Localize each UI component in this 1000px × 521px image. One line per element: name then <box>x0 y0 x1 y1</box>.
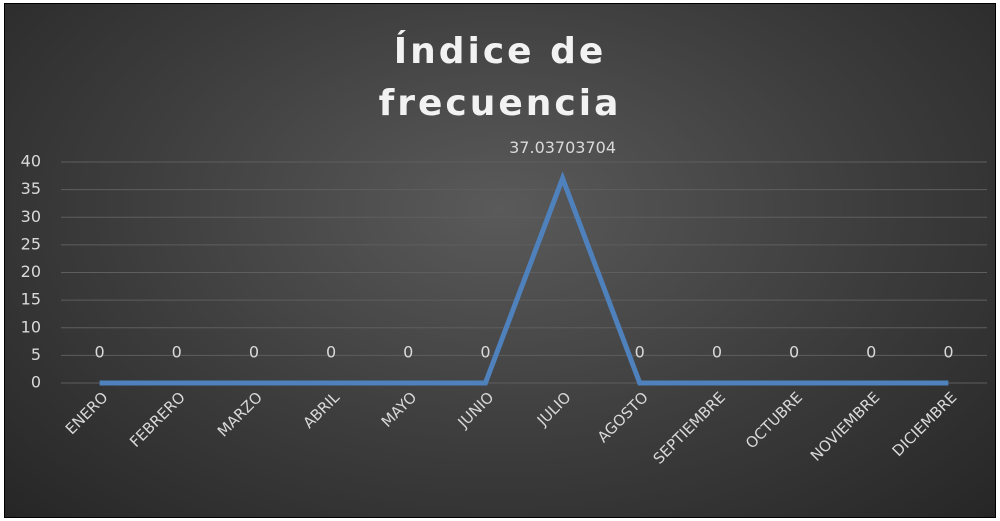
x-tick-label: OCTUBRE <box>742 388 806 452</box>
x-tick-label: DICIEMBRE <box>889 388 961 460</box>
y-tick-label: 10 <box>21 317 41 336</box>
y-tick-label: 30 <box>21 207 41 226</box>
plot: 0 5 10 15 20 25 30 35 40 ENERO FEBRERO MARZO ABRIL MA… <box>21 138 987 468</box>
x-tick-label: ENERO <box>62 388 112 438</box>
data-label: 0 <box>866 343 876 362</box>
y-tick-label: 40 <box>21 152 41 171</box>
data-label: 0 <box>326 343 336 362</box>
y-tick-label: 15 <box>21 290 41 309</box>
chart: Índice de frecuencia 0 5 10 15 20 25 30 35 40 ENE… <box>4 3 996 518</box>
data-label: 0 <box>789 343 799 362</box>
x-tick-label: ABRIL <box>299 388 343 432</box>
x-tick-label: MAYO <box>378 388 421 431</box>
y-tick-label: 25 <box>21 234 41 253</box>
data-label: 0 <box>172 343 182 362</box>
data-label: 0 <box>249 343 259 362</box>
y-tick-label: 20 <box>21 262 41 281</box>
data-label: 0 <box>94 343 104 362</box>
x-tick-label: NOVIEMBRE <box>807 388 883 464</box>
y-tick-label: 35 <box>21 179 41 198</box>
y-tick-label: 0 <box>31 373 41 392</box>
title-box: Índice de frecuencia <box>5 26 995 130</box>
x-tick-label: FEBRERO <box>126 388 189 451</box>
chart-title: Índice de frecuencia <box>378 31 622 124</box>
x-tick-label: JUNIO <box>454 388 498 432</box>
data-label: 37.03703704 <box>509 138 616 157</box>
x-tick-label: JULIO <box>533 388 575 430</box>
data-label: 0 <box>712 343 722 362</box>
x-tick-label: AGOSTO <box>594 388 652 446</box>
data-label: 0 <box>943 343 953 362</box>
x-tick-label: SEPTIEMBRE <box>650 388 729 467</box>
x-tick-label: MARZO <box>214 388 266 440</box>
data-label: 0 <box>480 343 490 362</box>
y-tick-label: 5 <box>31 345 41 364</box>
series-line <box>99 171 949 386</box>
data-label: 0 <box>635 343 645 362</box>
data-label: 0 <box>403 343 413 362</box>
